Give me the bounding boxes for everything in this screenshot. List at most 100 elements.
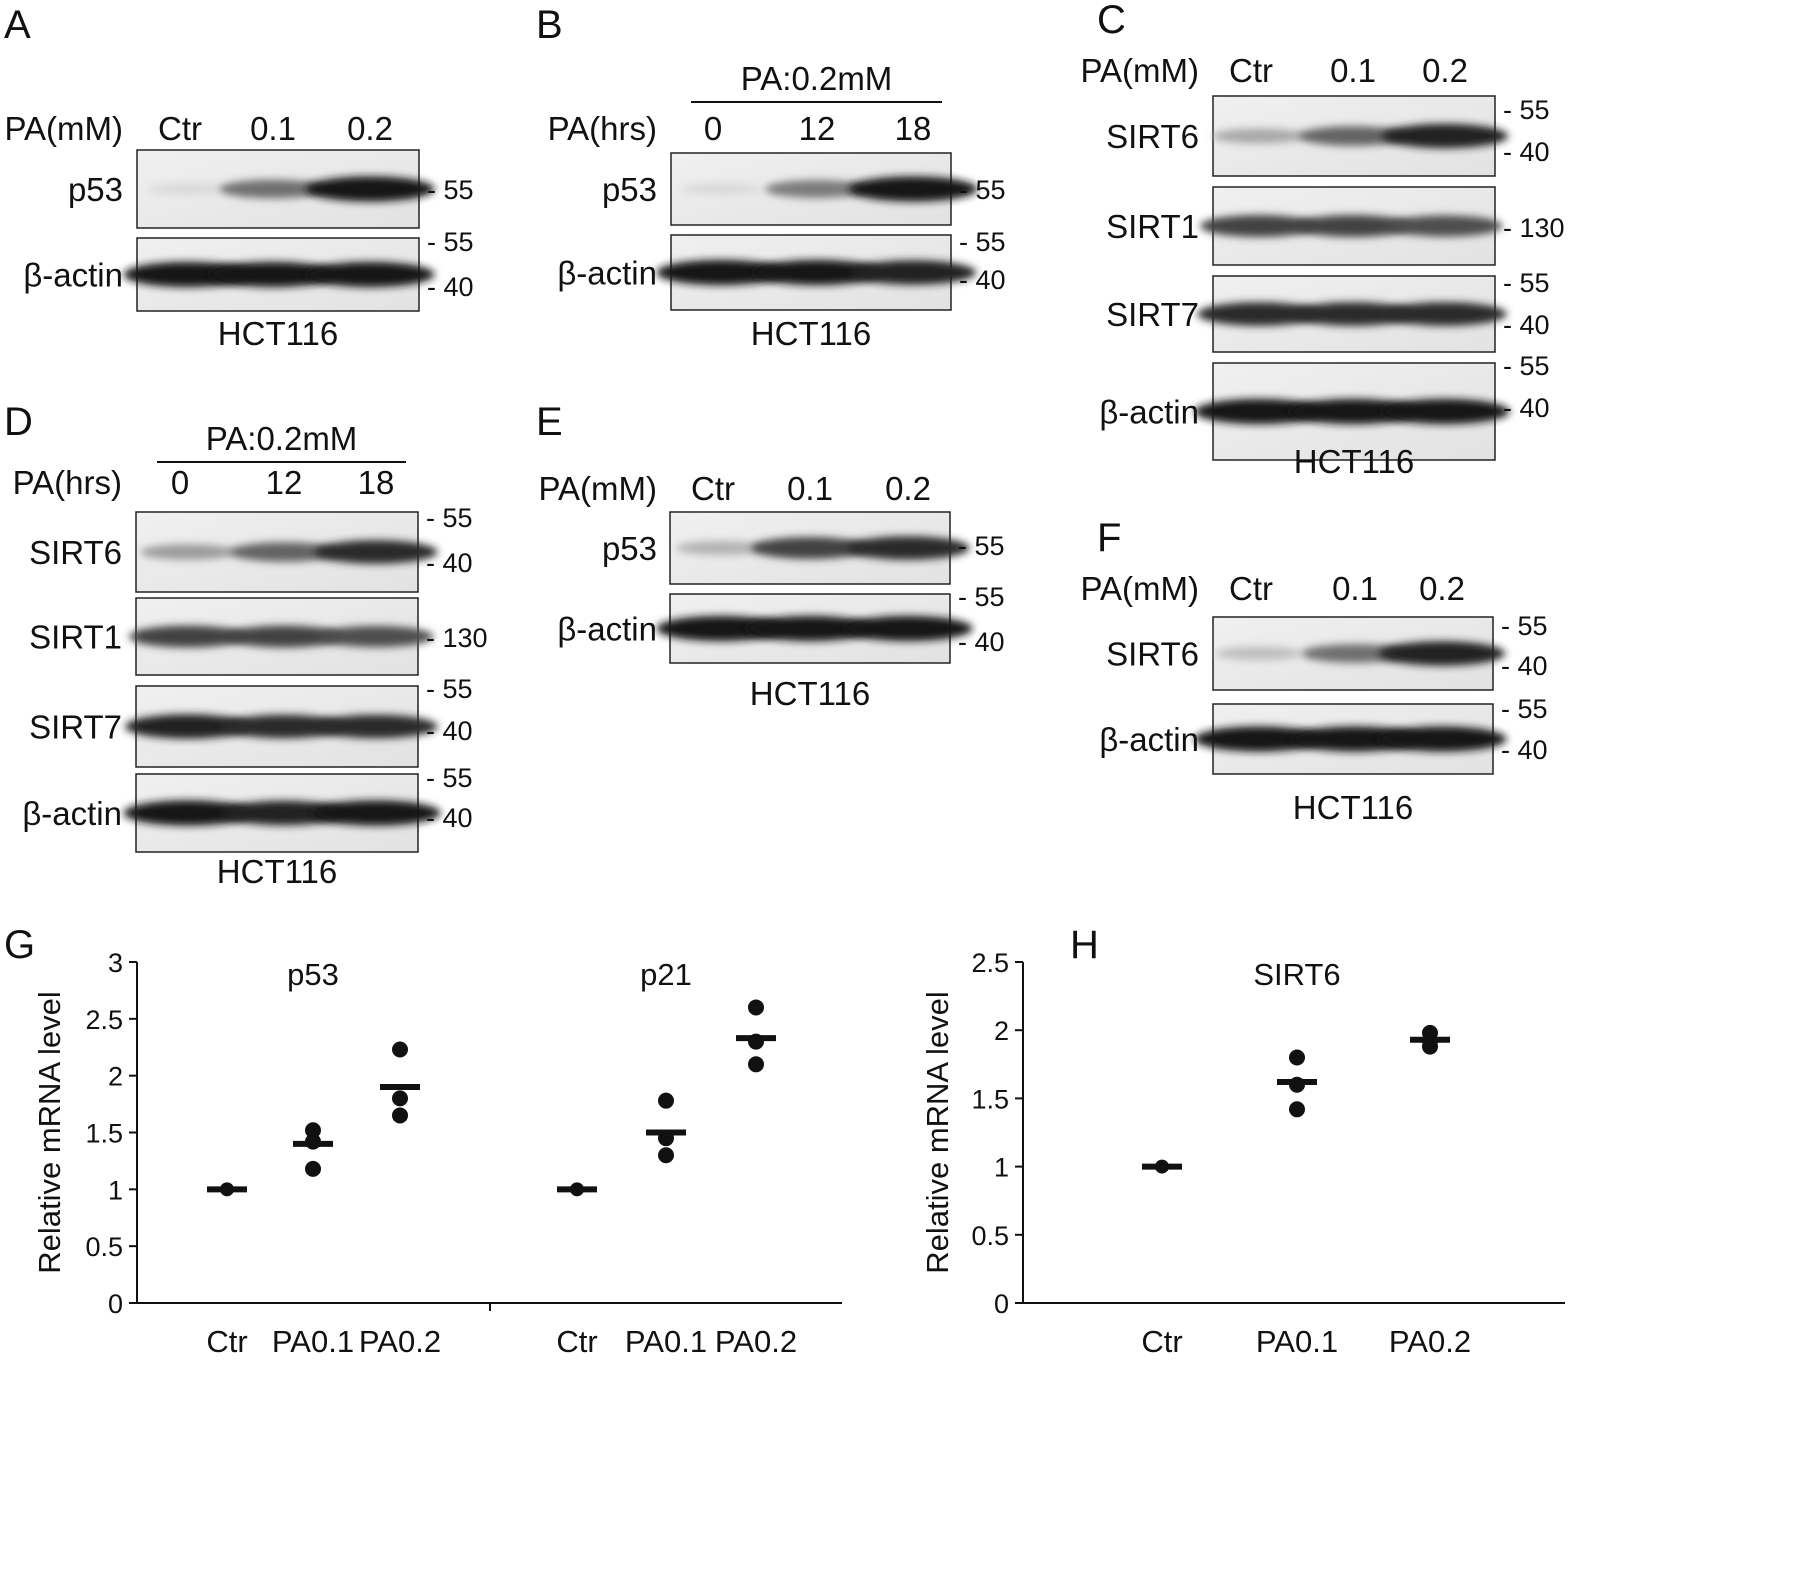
y-tick-label: 0 xyxy=(994,1289,1009,1319)
y-tick-label: 2.5 xyxy=(85,1005,123,1035)
mw-marker: - 55 xyxy=(1501,694,1548,724)
panel-letter: D xyxy=(4,400,33,444)
chart-title: SIRT6 xyxy=(1253,957,1340,992)
protein-band xyxy=(1381,123,1509,149)
mw-marker: - 130 xyxy=(426,623,488,653)
panel-b: B PA:0.2mM PA(hrs) 0 12 18 p53 - 55 β-actin - 55 -… xyxy=(536,3,1006,352)
lane-label: 0.1 xyxy=(1332,570,1378,607)
protein-label: β-actin xyxy=(1099,394,1199,431)
data-point xyxy=(1289,1101,1305,1118)
y-tick-label: 1 xyxy=(994,1153,1009,1183)
protein-label: SIRT7 xyxy=(1106,296,1199,333)
x-category-label: PA0.1 xyxy=(1256,1324,1338,1359)
mw-marker: - 55 xyxy=(958,531,1005,561)
lane-label: 0.2 xyxy=(885,470,931,507)
lane-label: 0 xyxy=(171,464,189,501)
protein-label: SIRT7 xyxy=(29,709,122,746)
protein-band xyxy=(656,259,786,286)
chart-h: H 0 0.5 1 1.5 2 2.5 Relative mRNA level SIRT6 Ctr… xyxy=(920,923,1565,1359)
lane-label: Ctr xyxy=(691,470,735,507)
mw-marker: - 55 xyxy=(426,763,473,793)
data-point xyxy=(1289,1049,1305,1066)
protein-band xyxy=(846,536,970,560)
protein-band xyxy=(314,540,438,564)
protein-band xyxy=(745,615,875,642)
blot-beta-actin: β-actin - 55 - 40 xyxy=(23,227,474,312)
protein-label: SIRT6 xyxy=(1106,636,1199,673)
protein-band xyxy=(147,183,229,195)
protein-label: SIRT1 xyxy=(29,619,122,656)
cell-line-label: HCT116 xyxy=(750,675,870,712)
lane-label: 0.2 xyxy=(1422,52,1468,89)
y-tick-label: 0.5 xyxy=(971,1221,1009,1251)
protein-band xyxy=(140,544,236,560)
x-category-label: PA0.1 xyxy=(625,1324,707,1359)
protein-band xyxy=(676,541,766,555)
y-tick-label: 1.5 xyxy=(971,1084,1009,1114)
group-p21: p21 Ctr PA0.1 PA0.2 xyxy=(556,957,797,1359)
mw-marker: - 55 xyxy=(1501,611,1548,641)
protein-band xyxy=(1378,641,1506,666)
mw-marker: - 55 xyxy=(426,503,473,533)
lane-label: 12 xyxy=(799,110,836,147)
lane-label: 12 xyxy=(266,464,303,501)
mw-marker: - 40 xyxy=(426,548,473,578)
mw-marker: - 40 xyxy=(958,627,1005,657)
condition-row-label: PA(mM) xyxy=(1080,570,1199,607)
blot-sirt6: SIRT6 - 55 - 40 xyxy=(29,503,473,593)
protein-label: p53 xyxy=(602,171,657,208)
treatment-group-label: PA:0.2mM xyxy=(206,420,358,457)
protein-band xyxy=(843,615,973,642)
condition-row-label: PA(hrs) xyxy=(13,464,122,501)
protein-band xyxy=(1194,726,1324,752)
data-point xyxy=(305,1122,321,1139)
protein-band xyxy=(1215,646,1303,661)
blot-beta-actin: β-actin - 55 - 40 xyxy=(22,763,473,853)
mw-marker: - 40 xyxy=(959,265,1006,295)
protein-label: p53 xyxy=(68,171,123,208)
protein-band xyxy=(129,625,247,648)
data-point xyxy=(658,1147,674,1164)
blot-beta-actin: β-actin - 55 - 40 xyxy=(1099,694,1548,775)
blot-sirt7: SIRT7 - 55 - 40 xyxy=(29,674,473,768)
protein-band xyxy=(1294,215,1412,237)
mw-marker: - 55 xyxy=(426,674,473,704)
y-axis-label: Relative mRNA level xyxy=(920,991,955,1274)
protein-band xyxy=(1298,126,1408,146)
protein-band xyxy=(1291,302,1415,326)
protein-band xyxy=(318,625,434,648)
data-point xyxy=(392,1041,408,1058)
group-p53: p53 Ctr PA0.1 PA0.2 xyxy=(206,957,441,1359)
chart-g: G 0 0.5 1 1.5 2 2.5 3 Relative mRNA level p53 Ctr P… xyxy=(4,923,842,1359)
panel-e: E PA(mM) Ctr 0.1 0.2 p53 - 55 β-actin - 55 - 40 HC… xyxy=(536,400,1005,712)
protein-band xyxy=(680,183,762,195)
mw-marker: - 55 xyxy=(1503,268,1550,298)
blot-beta-actin: β-actin - 55 - 40 xyxy=(557,582,1005,664)
blot-sirt1: SIRT1 - 130 xyxy=(1106,186,1565,266)
mw-marker: - 40 xyxy=(1503,137,1550,167)
mw-marker: - 40 xyxy=(1503,393,1550,423)
protein-band xyxy=(123,800,253,826)
protein-band xyxy=(765,180,869,198)
protein-label: SIRT6 xyxy=(1106,118,1199,155)
lane-label: 0.1 xyxy=(787,470,833,507)
protein-band xyxy=(1383,302,1507,326)
blot-sirt6: SIRT6 - 55 - 40 xyxy=(1106,95,1550,177)
protein-band xyxy=(124,714,252,739)
protein-band xyxy=(1377,726,1507,752)
panel-letter: B xyxy=(536,3,563,47)
protein-band xyxy=(311,800,441,826)
data-point xyxy=(392,1107,408,1124)
protein-band xyxy=(849,260,977,285)
protein-band xyxy=(225,625,343,648)
protein-band xyxy=(1380,398,1510,425)
condition-row-label: PA(mM) xyxy=(1080,52,1199,89)
protein-band xyxy=(1194,398,1324,425)
condition-row-label: PA(mM) xyxy=(4,110,123,147)
protein-band xyxy=(219,179,327,199)
mw-marker: - 55 xyxy=(958,582,1005,612)
panel-letter: H xyxy=(1070,923,1099,967)
mw-marker: - 55 xyxy=(1503,351,1550,381)
protein-label: β-actin xyxy=(1099,721,1199,758)
